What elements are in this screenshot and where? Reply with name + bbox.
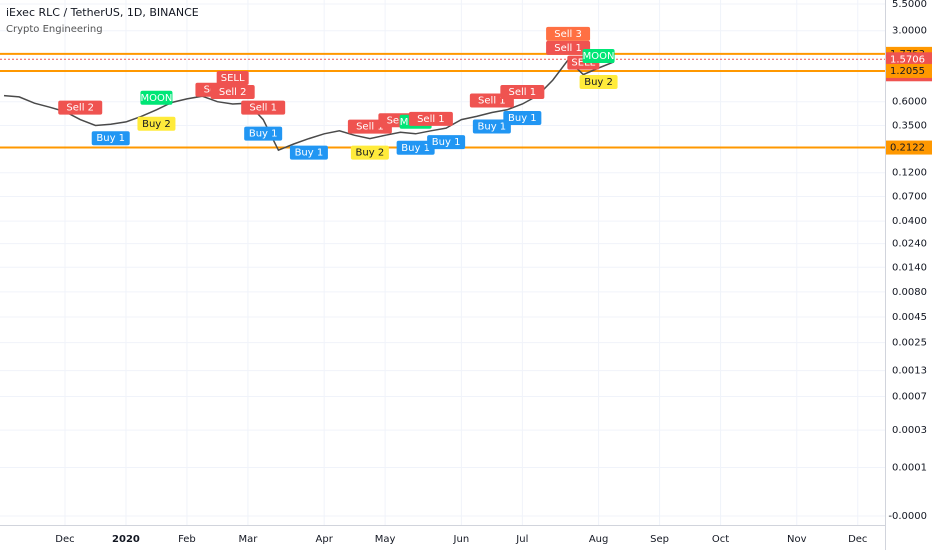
signal-label: Buy 1: [432, 137, 461, 148]
x-tick-label: Feb: [178, 534, 196, 545]
signal-label-box: [210, 84, 255, 99]
y-tick-label: 0.0400: [892, 216, 927, 227]
x-tick-label: Jul: [515, 534, 528, 545]
y-tick-label: 0.0013: [892, 366, 927, 377]
signal-label: Buy 1: [401, 143, 430, 154]
signal-label: Sell 1: [417, 114, 445, 125]
y-tick-label: 0.6000: [892, 97, 927, 108]
y-tick-label: 0.0080: [892, 287, 927, 298]
y-tick-label: 3.0000: [892, 26, 927, 37]
signal-label-box: [350, 145, 389, 160]
level-price-box: [886, 140, 932, 155]
signal-label: Sell 1: [554, 43, 582, 54]
x-tick-label: 2020: [112, 534, 140, 545]
signal-label: SELL: [571, 58, 595, 69]
signal-label: Sell 1: [509, 87, 537, 98]
x-tick-label: Aug: [589, 534, 609, 545]
x-tick-label: Apr: [316, 534, 334, 545]
y-tick-label: 5.5000: [892, 0, 927, 10]
signal-label: Sell 1: [478, 95, 506, 106]
level-price-label: 1.2055: [890, 66, 925, 77]
y-tick-label: 0.0001: [892, 463, 927, 474]
signal-label-box: [503, 110, 542, 125]
signal-label-box: [244, 126, 283, 141]
y-tick-label: 0.0025: [892, 338, 927, 349]
signal-label: Sell 3: [554, 29, 582, 40]
x-tick-label: Nov: [787, 534, 807, 545]
signal-label-box: [472, 119, 511, 134]
signal-label: MOON: [141, 93, 173, 104]
signal-label-box: [140, 90, 173, 105]
level-price-box: [886, 52, 932, 67]
signal-label: Buy 1: [508, 113, 537, 124]
signal-label-box: [289, 145, 328, 160]
signal-label-box: [427, 135, 466, 150]
y-tick-label: 0.0700: [892, 191, 927, 202]
signal-label: Buy 2: [142, 119, 171, 130]
level-price-label: 0.2122: [890, 143, 925, 154]
signal-label-box: [408, 111, 453, 126]
signal-label-box: [582, 48, 615, 63]
indicator-name: Crypto Engineering: [6, 24, 103, 35]
x-tick-label: Mar: [238, 534, 258, 545]
signal-label: Buy 1: [295, 148, 324, 159]
y-tick-label: 0.0045: [892, 312, 927, 323]
signal-label-box: [216, 70, 249, 85]
chart-title: iExec RLC / TetherUS, 1D, BINANCE: [6, 6, 199, 19]
x-tick-label: Dec: [55, 534, 74, 545]
signal-label: Buy 1: [478, 121, 507, 132]
x-tick-label: Jun: [453, 534, 470, 545]
price-axis: 5.5000 3.0000 0.6000 0.3500 0.1200 0.0700 0.04…: [886, 0, 932, 522]
y-tick-label: 0.3500: [892, 120, 927, 131]
y-tick-label: -0.0000: [888, 511, 927, 522]
signal-label: SELL: [221, 73, 245, 84]
signal-label: Sell 1: [356, 122, 384, 133]
signal-label-box: [58, 100, 103, 115]
level-price-box: [886, 63, 932, 78]
x-tick-label: Oct: [712, 534, 729, 545]
signal-label: Buy 2: [584, 77, 613, 88]
signal-label: Buy 2: [356, 148, 385, 159]
y-tick-label: 0.0003: [892, 425, 927, 436]
y-tick-label: 0.0140: [892, 262, 927, 273]
x-tick-label: May: [375, 534, 396, 545]
signal-label-box: [396, 140, 435, 155]
signal-label-box: [137, 116, 176, 131]
signal-label-box: [546, 40, 591, 55]
y-tick-label: 0.0007: [892, 392, 927, 403]
signal-label: Buy 1: [249, 129, 278, 140]
signal-label-box: [91, 131, 130, 146]
x-tick-label: Sep: [650, 534, 669, 545]
signal-label: Sell 2: [66, 103, 94, 114]
y-tick-label: 0.0240: [892, 239, 927, 250]
signal-label: Sell 2: [219, 87, 247, 98]
signal-label-box: [241, 100, 286, 115]
signal-label-box: [579, 74, 618, 89]
x-tick-label: Dec: [848, 534, 867, 545]
signal-label-box: [546, 26, 591, 41]
price-line: [3, 58, 615, 152]
signal-label-box: [500, 84, 545, 99]
y-tick-label: 0.1200: [892, 168, 927, 179]
signal-label: Buy 1: [96, 133, 125, 144]
signal-label: MOON: [583, 51, 615, 62]
signal-label: Sell 1: [249, 103, 277, 114]
level-price-label: 1.5706: [890, 54, 925, 65]
